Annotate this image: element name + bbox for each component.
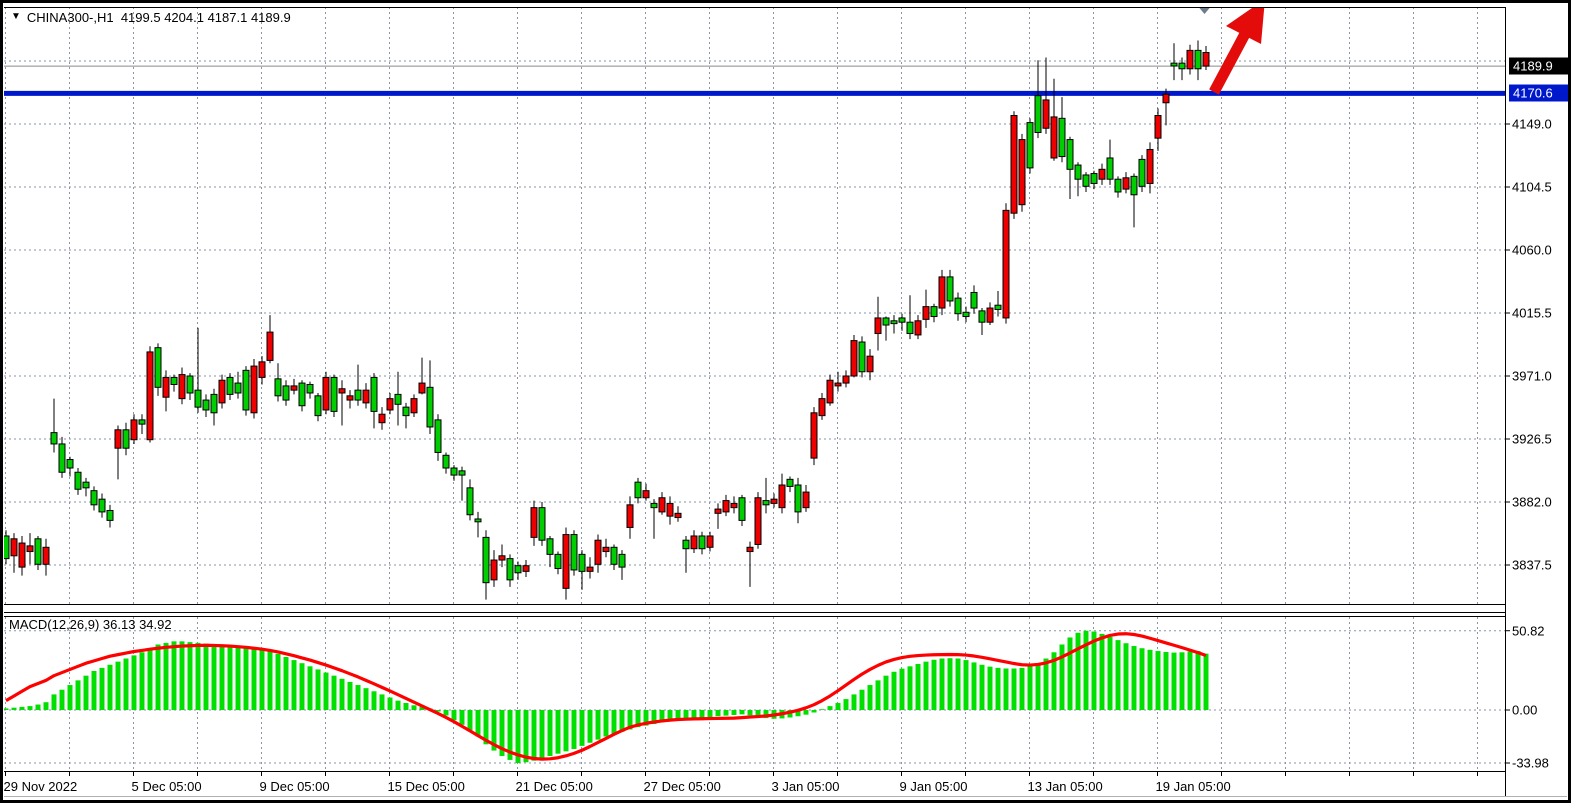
macd-tick-label: -33.98 (1512, 755, 1549, 771)
current-price-badge: 4189.9 (1509, 57, 1568, 75)
time-axis-label: 21 Dec 05:00 (515, 779, 593, 794)
macd-signal-line (5, 632, 1207, 761)
price-tick-label: 4060.0 (1512, 242, 1552, 258)
macd-indicator-label: MACD(12,26,9) 36.13 34.92 (9, 617, 172, 632)
chart-frames (4, 7, 1567, 797)
down-triangle-marker[interactable] (1196, 4, 1213, 14)
price-tick-label: 4104.5 (1512, 179, 1552, 195)
time-axis-label: 27 Dec 05:00 (643, 779, 721, 794)
price-tick-label: 3882.0 (1512, 494, 1552, 510)
time-axis-label: 13 Jan 05:00 (1027, 779, 1103, 794)
time-axis-label: 5 Dec 05:00 (131, 779, 202, 794)
macd-histogram (4, 630, 1209, 764)
time-axis-label: 3 Jan 05:00 (771, 779, 840, 794)
price-tick-label: 4149.0 (1512, 116, 1552, 132)
macd-tick-label: 50.82 (1512, 623, 1545, 639)
trend-arrow[interactable] (1209, 3, 1265, 95)
chart-canvas[interactable] (3, 3, 1568, 800)
candlesticks (4, 40, 1210, 600)
time-axis-label: 29 Nov 2022 (3, 779, 78, 794)
time-axis-label: 15 Dec 05:00 (387, 779, 465, 794)
macd-tick-label: 0.00 (1512, 702, 1538, 718)
chart-title: ▼ CHINA300-,H1 4199.5 4204.1 4187.1 4189… (11, 8, 291, 26)
price-tick-label: 3837.5 (1512, 557, 1552, 573)
axis-ticks (5, 123, 1510, 776)
symbol-ohlc-text: CHINA300-,H1 4199.5 4204.1 4187.1 4189.9 (26, 9, 291, 25)
time-axis-label: 19 Jan 05:00 (1155, 779, 1231, 794)
price-tick-label: 3971.0 (1512, 368, 1552, 384)
price-tick-label: 3926.5 (1512, 431, 1552, 447)
symbol-dropdown-icon[interactable]: ▼ (11, 11, 21, 22)
price-tick-label: 4015.5 (1512, 305, 1552, 321)
time-axis-label: 9 Jan 05:00 (899, 779, 968, 794)
time-axis-label: 9 Dec 05:00 (259, 779, 330, 794)
price-line-badge: 4170.6 (1509, 84, 1568, 102)
